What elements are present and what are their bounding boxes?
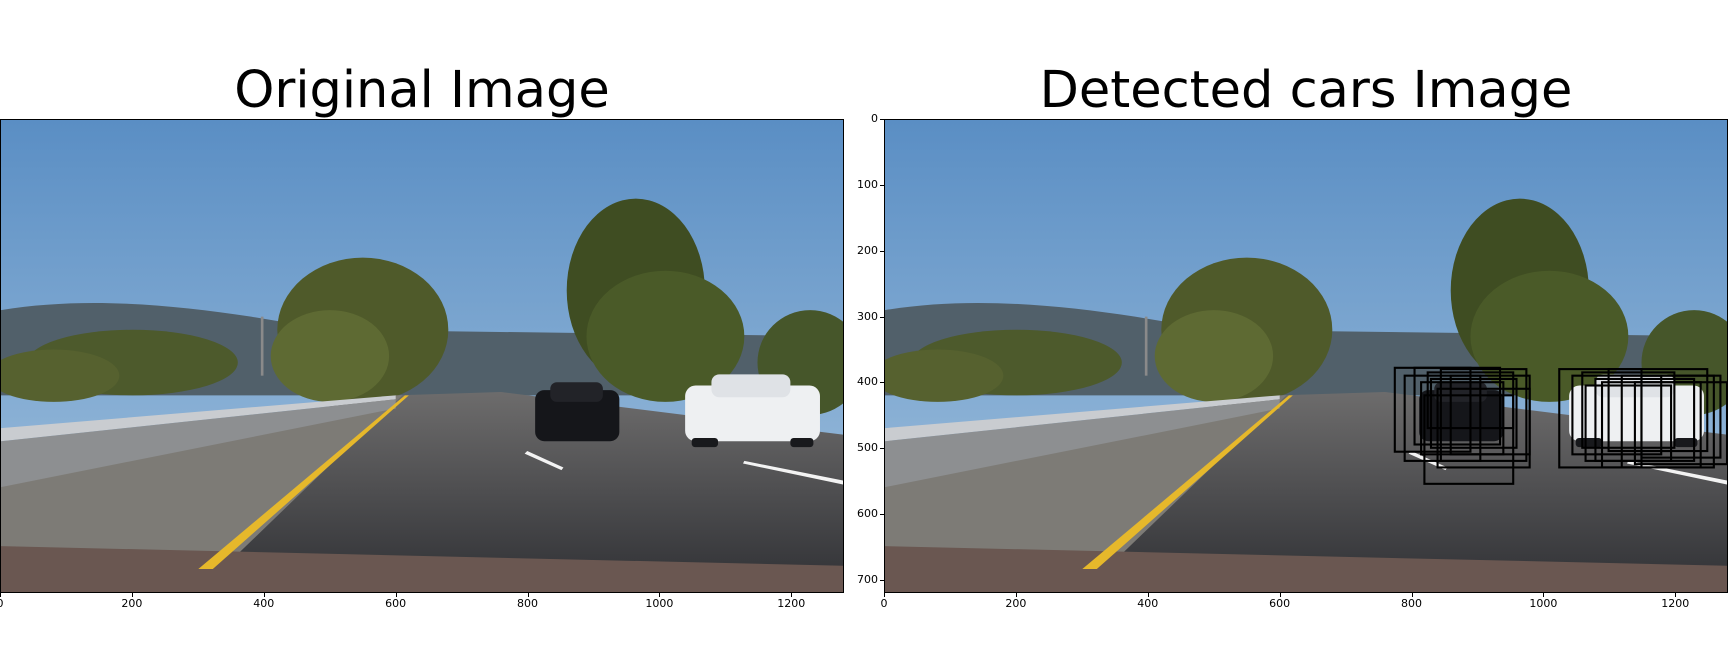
road-scene-original <box>1 120 843 592</box>
y-tick-label: 700 <box>857 572 878 586</box>
x-tick-mark <box>131 593 133 597</box>
x-tick-label: 0 <box>880 597 888 610</box>
x-tick-label: 600 <box>1269 597 1291 610</box>
x-tick-mark <box>1411 593 1413 597</box>
detection-box <box>1581 371 1676 449</box>
detection-box <box>1413 366 1502 446</box>
y-tick-mark <box>880 514 884 515</box>
detected-cars-title: Detected cars Image <box>1039 61 1573 120</box>
x-tick-mark <box>1147 593 1149 597</box>
x-tick-mark <box>1675 593 1677 597</box>
original-image-title: Original Image <box>234 61 610 120</box>
original-image <box>0 119 844 593</box>
detection-box <box>1607 368 1709 453</box>
x-tick-mark <box>1543 593 1545 597</box>
x-tick-mark <box>1279 593 1281 597</box>
detection-box <box>1429 377 1518 449</box>
y-tick-mark <box>880 316 884 318</box>
y-tick-label: 100 <box>857 177 878 191</box>
x-tick-mark <box>884 593 885 597</box>
x-tick-mark <box>263 593 265 597</box>
detection-box <box>1600 381 1702 469</box>
x-tick-mark <box>395 593 397 597</box>
detection-box <box>1423 394 1515 485</box>
x-tick-label: 200 <box>121 597 143 610</box>
x-tick-label: 600 <box>385 597 407 610</box>
y-tick-label: 500 <box>857 441 878 455</box>
y-tick-mark <box>880 448 884 450</box>
road-scene-detected <box>885 120 1727 592</box>
x-tick-mark <box>1015 593 1017 597</box>
detection-box <box>1584 384 1673 462</box>
x-tick-label: 800 <box>1401 597 1422 610</box>
y-tick-label: 400 <box>857 375 878 389</box>
detection-box <box>1439 368 1528 462</box>
y-tick-mark <box>880 382 884 384</box>
x-tick-label: 200 <box>1005 597 1027 610</box>
x-tick-label: 400 <box>253 597 275 610</box>
x-tick-label: 1000 <box>1529 597 1558 610</box>
y-tick-label: 600 <box>857 507 878 520</box>
detection-box <box>1449 374 1531 456</box>
y-tick-label: 300 <box>857 309 878 323</box>
y-tick-mark <box>880 184 884 186</box>
y-tick-mark <box>880 579 884 581</box>
x-tick-label: 800 <box>517 597 538 610</box>
detected-cars-image <box>884 119 1728 593</box>
x-tick-mark <box>659 593 661 597</box>
detection-box <box>1640 374 1722 459</box>
y-tick-label: 0 <box>871 112 878 125</box>
detection-box <box>1571 374 1663 456</box>
x-tick-mark <box>527 593 529 597</box>
y-tick-mark <box>880 119 884 120</box>
detection-boxes <box>1393 366 1727 485</box>
x-tick-label: 400 <box>1137 597 1159 610</box>
x-tick-label: 1200 <box>1661 597 1690 610</box>
x-tick-mark <box>791 593 793 597</box>
x-tick-mark <box>0 593 1 597</box>
y-tick-label: 200 <box>857 243 878 257</box>
x-tick-label: 0 <box>0 598 4 610</box>
x-tick-label: 1200 <box>777 597 806 610</box>
y-tick-mark <box>880 250 884 252</box>
x-tick-label: 1000 <box>645 597 674 610</box>
